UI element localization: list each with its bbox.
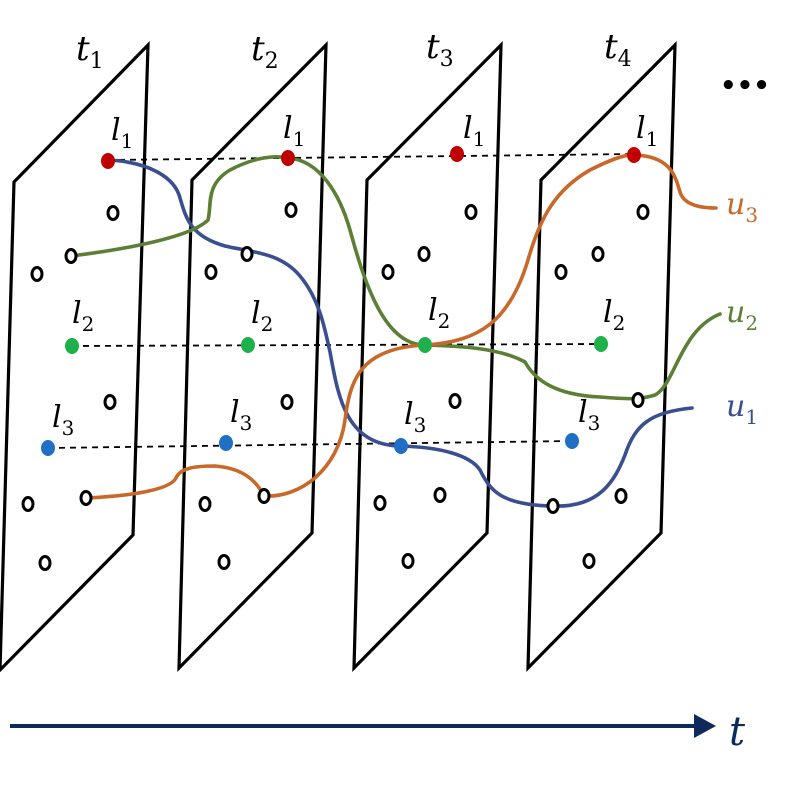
landmark-label-l2: l2: [603, 295, 625, 335]
observation-point: [582, 553, 596, 569]
observation-point: [257, 488, 271, 504]
observation-point: [106, 205, 120, 221]
landmark-l1-point: [627, 147, 641, 163]
landmark-l2-connector: [71, 343, 602, 347]
landmark-l1-point: [450, 146, 464, 162]
frame-label-t4: t4: [604, 27, 632, 72]
observation-point: [103, 394, 117, 410]
observation-point: [284, 202, 298, 218]
landmark-label-l3: l3: [404, 397, 426, 437]
observation-point: [433, 487, 447, 503]
frame-label-t1: t1: [76, 29, 104, 74]
observation-point: [381, 264, 395, 280]
observation-point: [21, 496, 35, 512]
landmark-l1-point: [101, 153, 115, 169]
landmark-label-l2: l2: [428, 293, 450, 333]
landmark-label-l1: l1: [463, 111, 485, 151]
landmark-l2-point: [241, 337, 255, 353]
observation-point: [546, 498, 560, 514]
landmark-l1-connector: [107, 153, 635, 161]
observation-point: [217, 554, 231, 570]
observation-point: [373, 495, 387, 511]
landmark-label-l3: l3: [52, 400, 74, 440]
landmark-label-l1: l1: [636, 111, 658, 151]
frame-label-t2: t2: [251, 29, 279, 74]
landmark-label-l2: l2: [72, 296, 94, 336]
continuation-ellipsis: •••: [720, 71, 770, 101]
landmark-l2-point: [418, 337, 432, 353]
observation-point: [631, 392, 645, 408]
observation-point: [464, 204, 478, 220]
frame-plane-t3: [352, 41, 503, 673]
landmark-label-l3: l3: [578, 395, 600, 435]
landmark-label-l3: l3: [230, 395, 252, 435]
landmark-label-l2: l2: [251, 296, 273, 336]
observation-point: [401, 553, 415, 569]
landmark-points: [41, 146, 641, 456]
landmark-l3-point: [219, 435, 233, 451]
landmark-l1-point: [281, 150, 295, 166]
observation-point: [240, 246, 254, 262]
landmark-label-l1: l1: [283, 111, 305, 151]
landmark-l3-connector: [47, 440, 573, 449]
landmark-l3-point: [394, 438, 408, 454]
observation-point: [614, 488, 628, 504]
frame-plane-t2: [177, 41, 328, 673]
time-axis-label: t: [729, 709, 746, 755]
observation-point: [38, 555, 52, 571]
frame-label-t3: t3: [426, 27, 454, 72]
observation-point: [448, 393, 462, 409]
trajectory-label-u3: u3: [726, 187, 758, 227]
observation-point: [554, 264, 568, 280]
trajectory-label-u2: u2: [726, 295, 758, 335]
observation-point: [198, 496, 212, 512]
trajectory-label-u1: u1: [726, 389, 758, 429]
time-axis-arrowhead: [694, 714, 716, 738]
observation-point: [591, 246, 605, 262]
observation-point: [636, 204, 650, 220]
observation-point: [64, 248, 78, 264]
frame-plane-t1: [0, 40, 150, 673]
landmark-label-l1: l1: [111, 113, 133, 153]
observation-point: [204, 264, 218, 280]
landmark-labels: l1 l1 l1 l1 l2 l2 l2 l2 l3 l3 l3 l3: [52, 111, 658, 440]
observation-point: [280, 394, 294, 410]
observation-point: [417, 246, 431, 262]
trajectory-u2: [69, 154, 722, 401]
landmark-l3-point: [41, 440, 55, 456]
observation-points: [21, 202, 650, 571]
observation-point: [79, 490, 93, 506]
observation-point: [30, 266, 44, 282]
landmark-l3-point: [565, 433, 579, 449]
landmark-l2-point: [594, 336, 608, 352]
trajectory-u1: [106, 158, 694, 508]
landmark-l2-point: [65, 338, 79, 354]
